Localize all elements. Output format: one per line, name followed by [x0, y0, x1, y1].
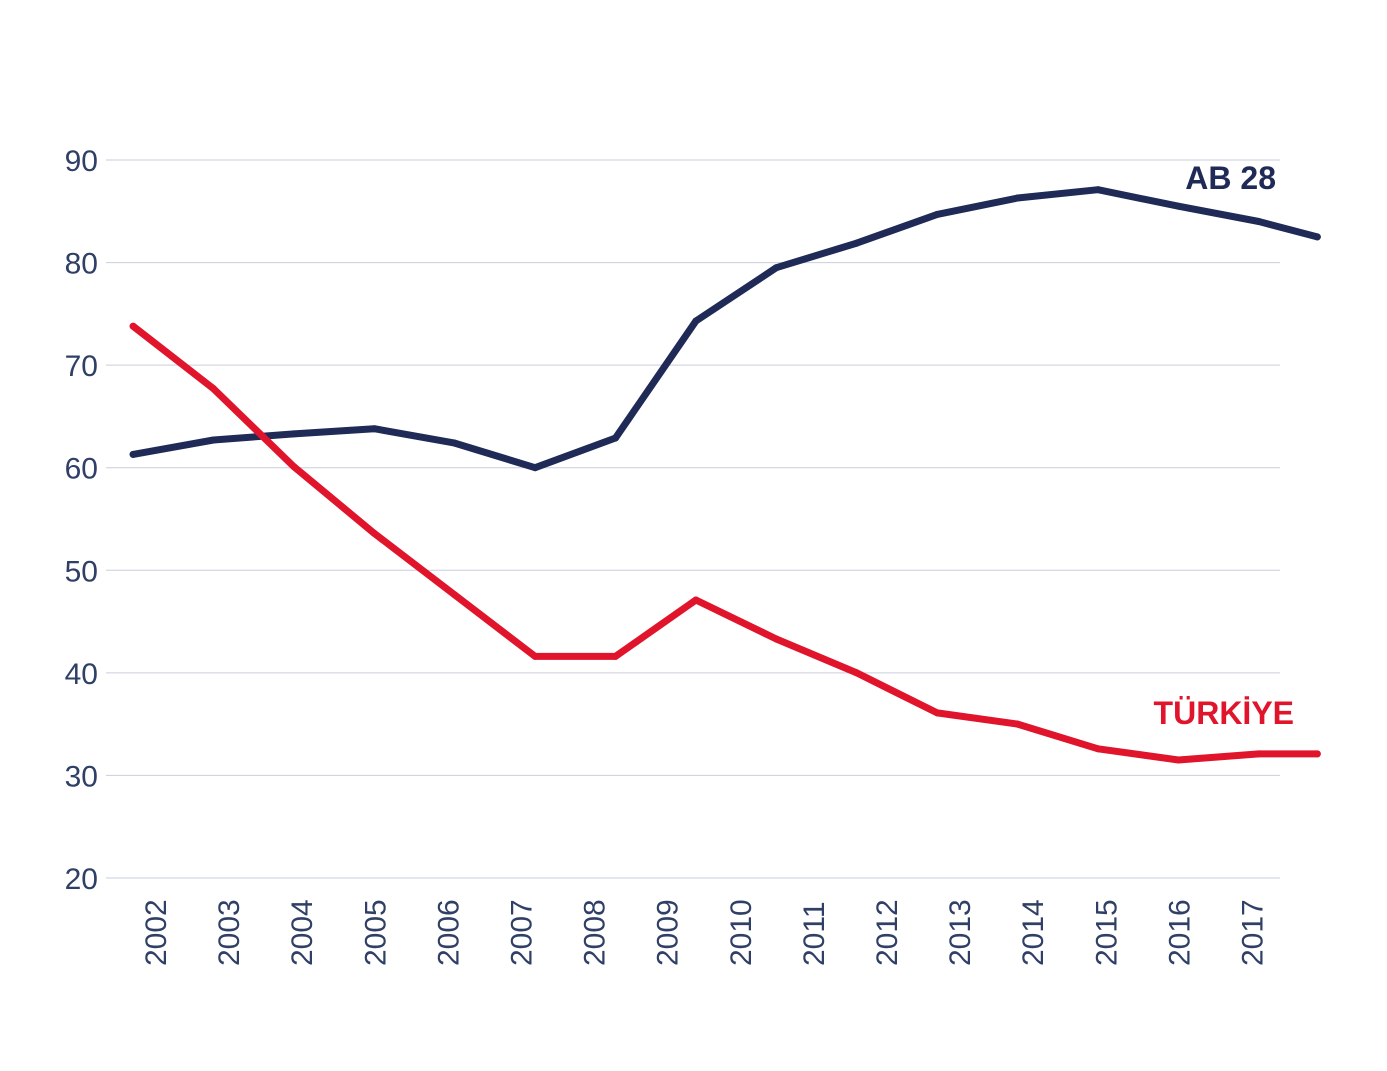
- data-point: [1174, 756, 1182, 764]
- x-tick-label: 2014: [1017, 899, 1050, 966]
- data-point: [1094, 745, 1102, 753]
- x-tick-label: 2007: [506, 899, 539, 966]
- data-point: [1255, 750, 1263, 758]
- data-point: [853, 669, 861, 677]
- x-tick-label: 2006: [432, 899, 465, 966]
- data-point: [612, 652, 619, 660]
- y-tick-label: 60: [65, 453, 98, 486]
- x-tick-label: 2009: [652, 899, 685, 966]
- data-point: [531, 652, 539, 660]
- y-tick-label: 20: [65, 863, 98, 896]
- data-point: [1174, 202, 1182, 210]
- x-tick-label: 2002: [140, 899, 173, 966]
- y-tick-label: 80: [65, 248, 98, 281]
- data-point: [129, 322, 137, 330]
- data-point: [210, 385, 217, 393]
- y-tick-label: 90: [65, 145, 98, 178]
- y-tick-label: 40: [65, 658, 98, 691]
- x-tick-label: 2015: [1090, 899, 1123, 966]
- data-point: [933, 709, 941, 717]
- x-tick-label: 2016: [1163, 899, 1196, 966]
- x-tick-label: 2004: [286, 899, 319, 966]
- data-point: [772, 635, 780, 643]
- data-point: [451, 591, 459, 599]
- x-axis-ticks: 2002 2003 2004 2005 2006 2007 2008 2009 2010 2011…: [140, 899, 1270, 966]
- x-tick-label: 2011: [798, 901, 831, 966]
- series-labels: AB 28 TÜRKİYE: [1154, 160, 1294, 731]
- data-point: [1313, 750, 1321, 758]
- x-tick-label: 2013: [944, 899, 977, 966]
- series-lines: [129, 186, 1321, 764]
- x-tick-label: 2010: [725, 899, 758, 966]
- data-point: [1094, 186, 1102, 194]
- series-line-ab28: [129, 186, 1321, 472]
- series-label-turkiye: TÜRKİYE: [1154, 695, 1294, 731]
- x-tick-label: 2008: [579, 899, 612, 966]
- x-tick-label: 2017: [1237, 899, 1270, 966]
- data-point: [290, 430, 298, 438]
- data-point: [1014, 194, 1022, 202]
- data-point: [853, 239, 861, 247]
- data-point: [370, 529, 378, 537]
- data-point: [1313, 233, 1321, 241]
- data-point: [210, 436, 217, 444]
- data-point: [451, 439, 459, 447]
- series-label-ab28: AB 28: [1185, 160, 1276, 196]
- data-point: [933, 210, 941, 218]
- x-tick-label: 2005: [359, 899, 392, 966]
- data-point: [1255, 218, 1263, 225]
- series-line-turkiye: [129, 322, 1321, 764]
- data-point: [1014, 720, 1022, 728]
- x-tick-label: 2012: [871, 899, 904, 966]
- data-point: [370, 425, 378, 433]
- data-point: [692, 596, 700, 604]
- y-tick-label: 50: [65, 555, 98, 588]
- data-point: [129, 450, 137, 458]
- y-tick-label: 30: [65, 760, 98, 793]
- data-point: [531, 464, 539, 472]
- data-point: [290, 463, 298, 471]
- data-point: [692, 317, 700, 325]
- data-point: [772, 264, 780, 272]
- data-point: [612, 434, 619, 442]
- y-tick-label: 70: [65, 350, 98, 383]
- y-axis-ticks: 20 30 40 50 60 70 80 90: [65, 145, 98, 896]
- x-tick-label: 2003: [213, 899, 246, 966]
- gridlines: [106, 159, 1280, 879]
